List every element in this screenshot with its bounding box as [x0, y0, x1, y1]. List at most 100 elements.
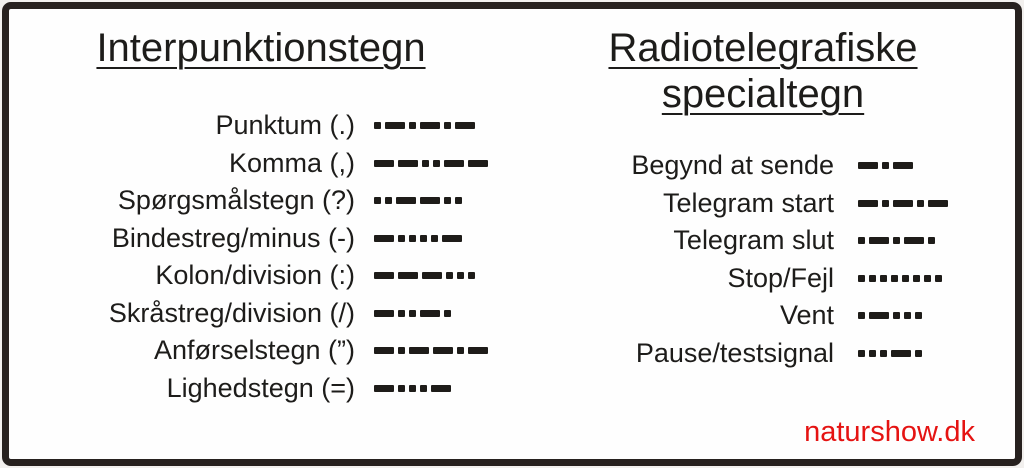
morse-code — [355, 234, 507, 242]
morse-dash-icon — [396, 197, 416, 205]
morse-dash-icon — [891, 349, 911, 357]
sign-label: Stop/Fejl — [727, 262, 834, 293]
morse-code — [834, 162, 1012, 170]
morse-row: Begynd at sende — [514, 147, 1012, 185]
sign-label: Spørgsmålstegn (?) — [117, 185, 355, 216]
morse-dot-icon — [444, 197, 451, 205]
morse-row: Lighedstegn (=) — [15, 370, 507, 408]
morse-dot-icon — [455, 197, 462, 205]
morse-row: Telegram start — [514, 185, 1012, 223]
morse-dash-icon — [420, 122, 440, 130]
special-signs-title-line2: specialtegn — [661, 72, 865, 116]
morse-dot-icon — [902, 274, 909, 282]
punctuation-rows: Punktum (.) Komma (,) Spørgsmålstegn (?) Bi… — [15, 107, 507, 407]
morse-dash-icon — [374, 159, 394, 167]
morse-code — [834, 312, 1012, 320]
sign-label: Begynd at sende — [631, 150, 834, 181]
morse-dot-icon — [917, 199, 924, 207]
morse-dash-icon — [374, 384, 394, 392]
morse-dot-icon — [904, 312, 911, 320]
sign-label: Vent — [779, 300, 834, 331]
morse-dot-icon — [893, 312, 900, 320]
morse-dash-icon — [893, 199, 913, 207]
sign-label: Skråstreg/division (/) — [108, 297, 355, 328]
morse-row: Komma (,) — [15, 145, 507, 183]
morse-row: Punktum (.) — [15, 107, 507, 145]
morse-dash-icon — [455, 122, 475, 130]
morse-dash-icon — [433, 347, 453, 355]
morse-dot-icon — [880, 274, 887, 282]
morse-row: Spørgsmålstegn (?) — [15, 182, 507, 220]
special-signs-panel-title: Radiotelegrafiske specialtegn — [514, 25, 1012, 117]
morse-dot-icon — [420, 384, 427, 392]
morse-dash-icon — [374, 347, 394, 355]
morse-dash-icon — [869, 312, 889, 320]
morse-dash-icon — [422, 272, 442, 280]
sign-label: Lighedstegn (=) — [166, 372, 355, 403]
morse-dot-icon — [915, 312, 922, 320]
morse-dot-icon — [924, 274, 931, 282]
morse-dash-icon — [904, 237, 924, 245]
morse-dot-icon — [398, 309, 405, 317]
special-signs-title-line1: Radiotelegrafiske — [608, 26, 918, 70]
morse-dot-icon — [409, 384, 416, 392]
morse-dot-icon — [858, 274, 865, 282]
morse-dash-icon — [442, 234, 462, 242]
morse-dot-icon — [882, 162, 889, 170]
morse-dash-icon — [420, 309, 440, 317]
sign-label: Punktum (.) — [215, 110, 355, 141]
morse-dash-icon — [374, 272, 394, 280]
morse-dash-icon — [385, 122, 405, 130]
morse-code — [355, 159, 507, 167]
morse-dot-icon — [457, 272, 464, 280]
morse-dot-icon — [409, 234, 416, 242]
morse-code — [355, 122, 507, 130]
morse-dash-icon — [398, 159, 418, 167]
sign-label: Komma (,) — [228, 147, 355, 178]
morse-dot-icon — [444, 122, 451, 130]
morse-dot-icon — [880, 349, 887, 357]
morse-row: Telegram slut — [514, 222, 1012, 260]
sign-label: Anførselstegn (”) — [153, 335, 355, 366]
morse-code — [355, 384, 507, 392]
morse-dot-icon — [409, 122, 416, 130]
morse-dash-icon — [374, 309, 394, 317]
morse-row: Pause/testsignal — [514, 335, 1012, 373]
morse-dot-icon — [882, 199, 889, 207]
sign-label: Bindestreg/minus (-) — [111, 222, 355, 253]
morse-dot-icon — [928, 237, 935, 245]
special-signs-rows: Begynd at sende Telegram start Telegram sl… — [514, 147, 1012, 372]
morse-dot-icon — [422, 159, 429, 167]
morse-dot-icon — [374, 197, 381, 205]
morse-row: Vent — [514, 297, 1012, 335]
morse-row: Bindestreg/minus (-) — [15, 220, 507, 258]
morse-dot-icon — [431, 234, 438, 242]
morse-dot-icon — [858, 349, 865, 357]
punctuation-panel-title: Interpunktionstegn — [96, 26, 426, 70]
morse-dash-icon — [869, 237, 889, 245]
sign-label: Kolon/division (:) — [155, 260, 355, 291]
morse-row: Stop/Fejl — [514, 260, 1012, 298]
morse-dot-icon — [891, 274, 898, 282]
punctuation-panel: Interpunktionstegn Punktum (.) Komma (,) S… — [15, 25, 507, 407]
morse-dash-icon — [409, 347, 429, 355]
morse-dot-icon — [457, 347, 464, 355]
morse-dash-icon — [858, 199, 878, 207]
morse-dash-icon — [420, 197, 440, 205]
morse-code — [355, 197, 507, 205]
morse-dot-icon — [869, 274, 876, 282]
sign-label: Telegram start — [662, 187, 834, 218]
morse-dot-icon — [385, 197, 392, 205]
morse-dash-icon — [468, 347, 488, 355]
morse-dot-icon — [446, 272, 453, 280]
special-signs-panel: Radiotelegrafiske specialtegn Begynd at s… — [514, 25, 1012, 372]
morse-dash-icon — [468, 159, 488, 167]
morse-code — [834, 199, 1012, 207]
morse-dash-icon — [431, 384, 451, 392]
morse-row: Kolon/division (:) — [15, 257, 507, 295]
morse-dot-icon — [893, 237, 900, 245]
watermark: naturshow.dk — [804, 416, 975, 448]
morse-dot-icon — [398, 384, 405, 392]
morse-dash-icon — [374, 234, 394, 242]
